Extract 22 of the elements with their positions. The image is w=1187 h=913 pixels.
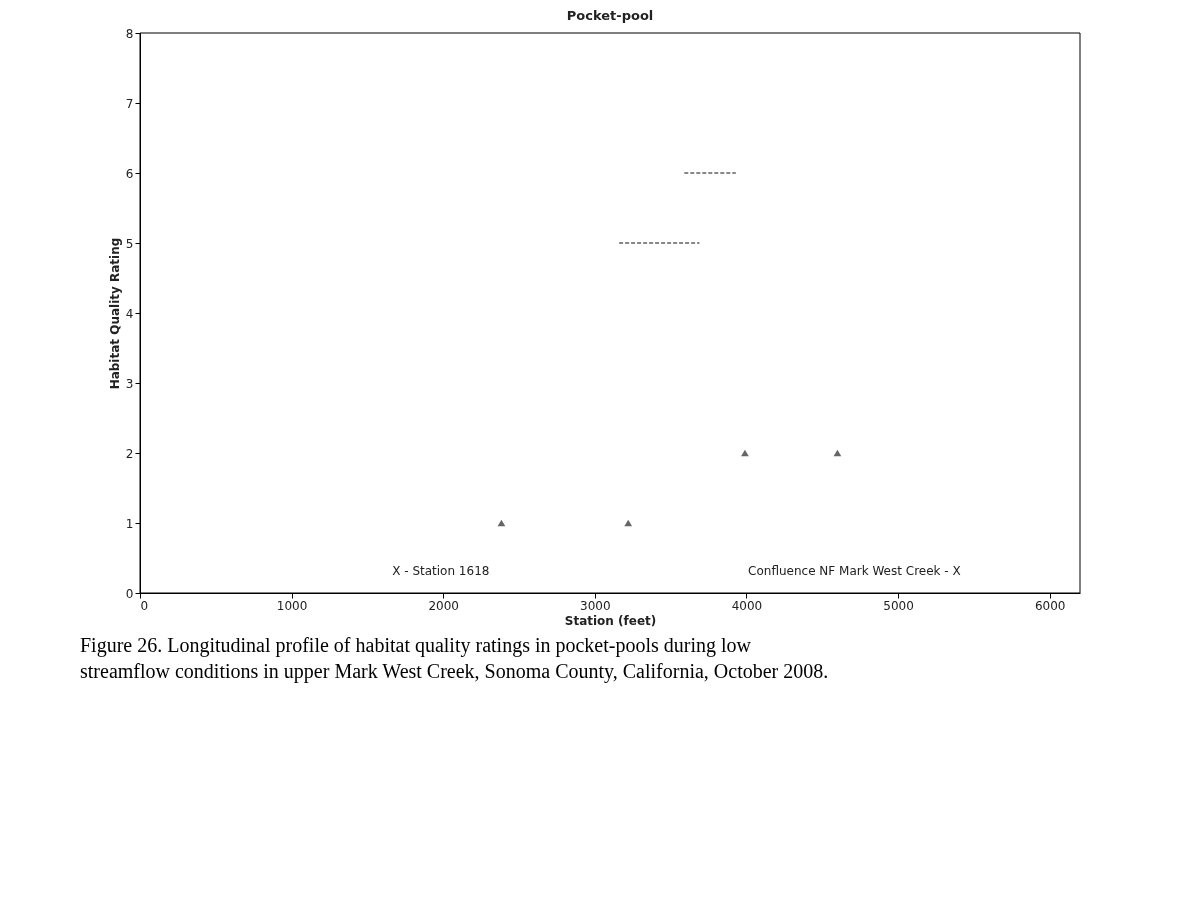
x-tick-label: 2000 (428, 598, 459, 613)
annotation: X - Station 1618 (392, 564, 490, 578)
y-tick-label: 4 (125, 306, 134, 321)
y-tick-label: 6 (125, 166, 134, 181)
chart-title: Pocket-pool (566, 8, 654, 23)
x-tick-label: 4000 (731, 598, 763, 613)
y-axis-title: Habitat Quality Rating (107, 237, 122, 390)
x-tick-label: 6000 (1034, 598, 1066, 613)
annotation: Confluence NF Mark West Creek - X (748, 564, 961, 578)
x-tick-label: 1000 (276, 598, 308, 613)
y-tick-label: 0 (125, 586, 134, 601)
y-tick-label: 1 (125, 516, 134, 531)
x-tick-label: 5000 (883, 598, 914, 613)
caption: Figure 26. Longitudinal profile of habitat quality ratings in pocket-pools during low streamflow conditions in upper Mark West Creek, Sonoma County, California, October 2008. (80, 634, 829, 683)
y-tick-label: 2 (125, 446, 134, 461)
x-axis-title: Station (feet) (564, 613, 657, 628)
x-tick-label: 0 (140, 598, 149, 613)
y-tick-label: 7 (125, 96, 134, 111)
y-tick-label: 5 (125, 236, 134, 251)
y-tick-label: 3 (125, 376, 134, 391)
y-tick-label: 8 (125, 26, 134, 41)
x-tick-label: 3000 (580, 598, 611, 613)
